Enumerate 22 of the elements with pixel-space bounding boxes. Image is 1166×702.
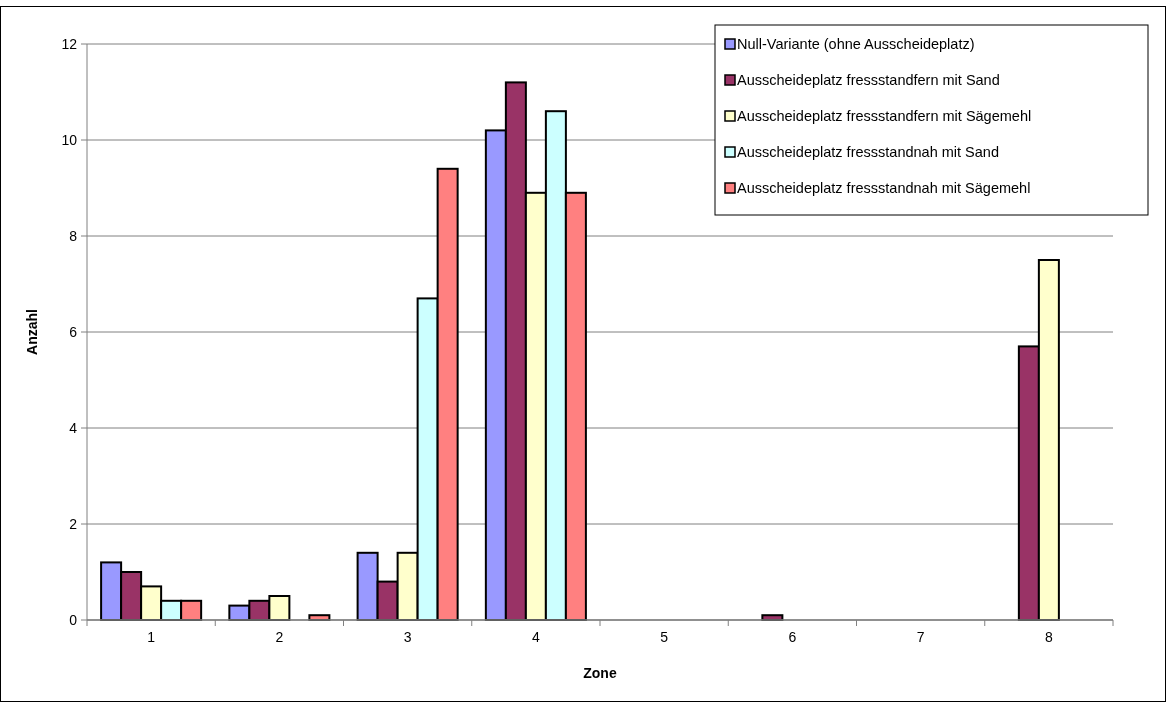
legend-label: Ausscheideplatz fressstandnah mit Sägemehl: [737, 180, 1031, 196]
x-tick-label: 4: [531, 629, 540, 645]
x-tick-label: 3: [403, 629, 412, 645]
legend-label: Ausscheideplatz fressstandfern mit Sand: [737, 72, 1000, 88]
y-axis-title: Anzahl: [24, 309, 40, 355]
y-tick-label: 6: [69, 323, 78, 340]
x-tick-label: 8: [1044, 629, 1053, 645]
y-tick-label: 0: [69, 611, 78, 628]
y-tick-label: 4: [69, 419, 78, 436]
x-tick-label: 2: [275, 629, 284, 645]
y-tick-label: 8: [69, 227, 78, 244]
legend-label: Ausscheideplatz fressstandnah mit Sand: [737, 144, 999, 160]
y-tick-label: 2: [69, 515, 78, 532]
legend-label: Ausscheideplatz fressstandfern mit Sägemehl: [737, 108, 1032, 124]
x-tick-label: 5: [660, 629, 669, 645]
y-tick-label: 12: [61, 35, 78, 52]
x-tick-label: 6: [788, 629, 797, 645]
legend-label: Null-Variante (ohne Ausscheideplatz): [737, 36, 975, 52]
x-tick-label: 1: [147, 629, 156, 645]
y-tick-label: 10: [61, 131, 78, 148]
x-tick-label: 7: [916, 629, 925, 645]
x-axis-title: Zone: [583, 665, 617, 681]
